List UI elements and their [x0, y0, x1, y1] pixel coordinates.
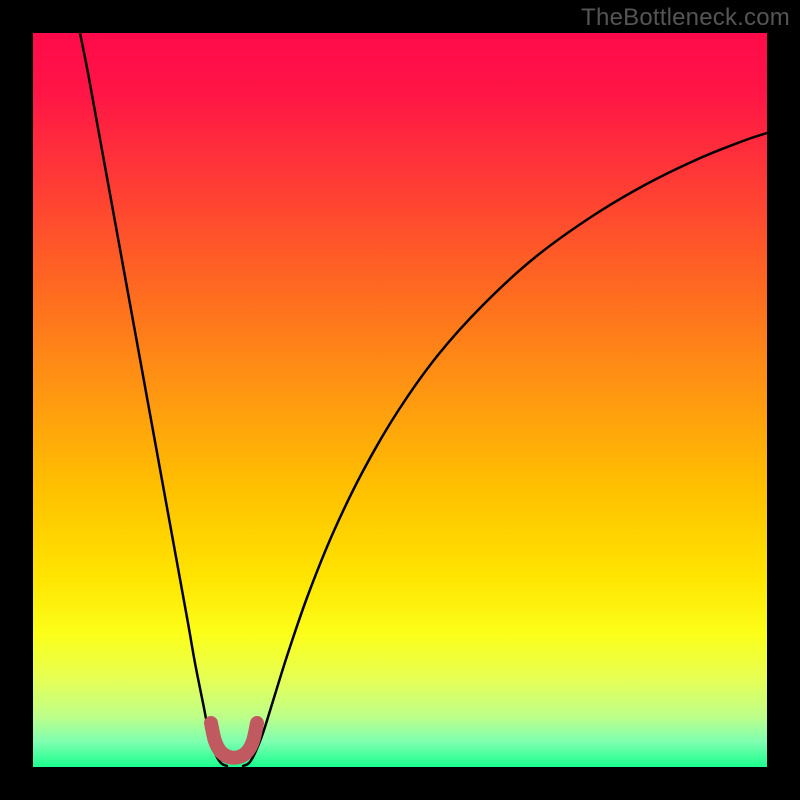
- watermark-text: TheBottleneck.com: [581, 4, 790, 32]
- chart-container: TheBottleneck.com: [0, 0, 800, 800]
- chart-plot-area: [33, 33, 767, 767]
- bottleneck-chart: [0, 0, 800, 800]
